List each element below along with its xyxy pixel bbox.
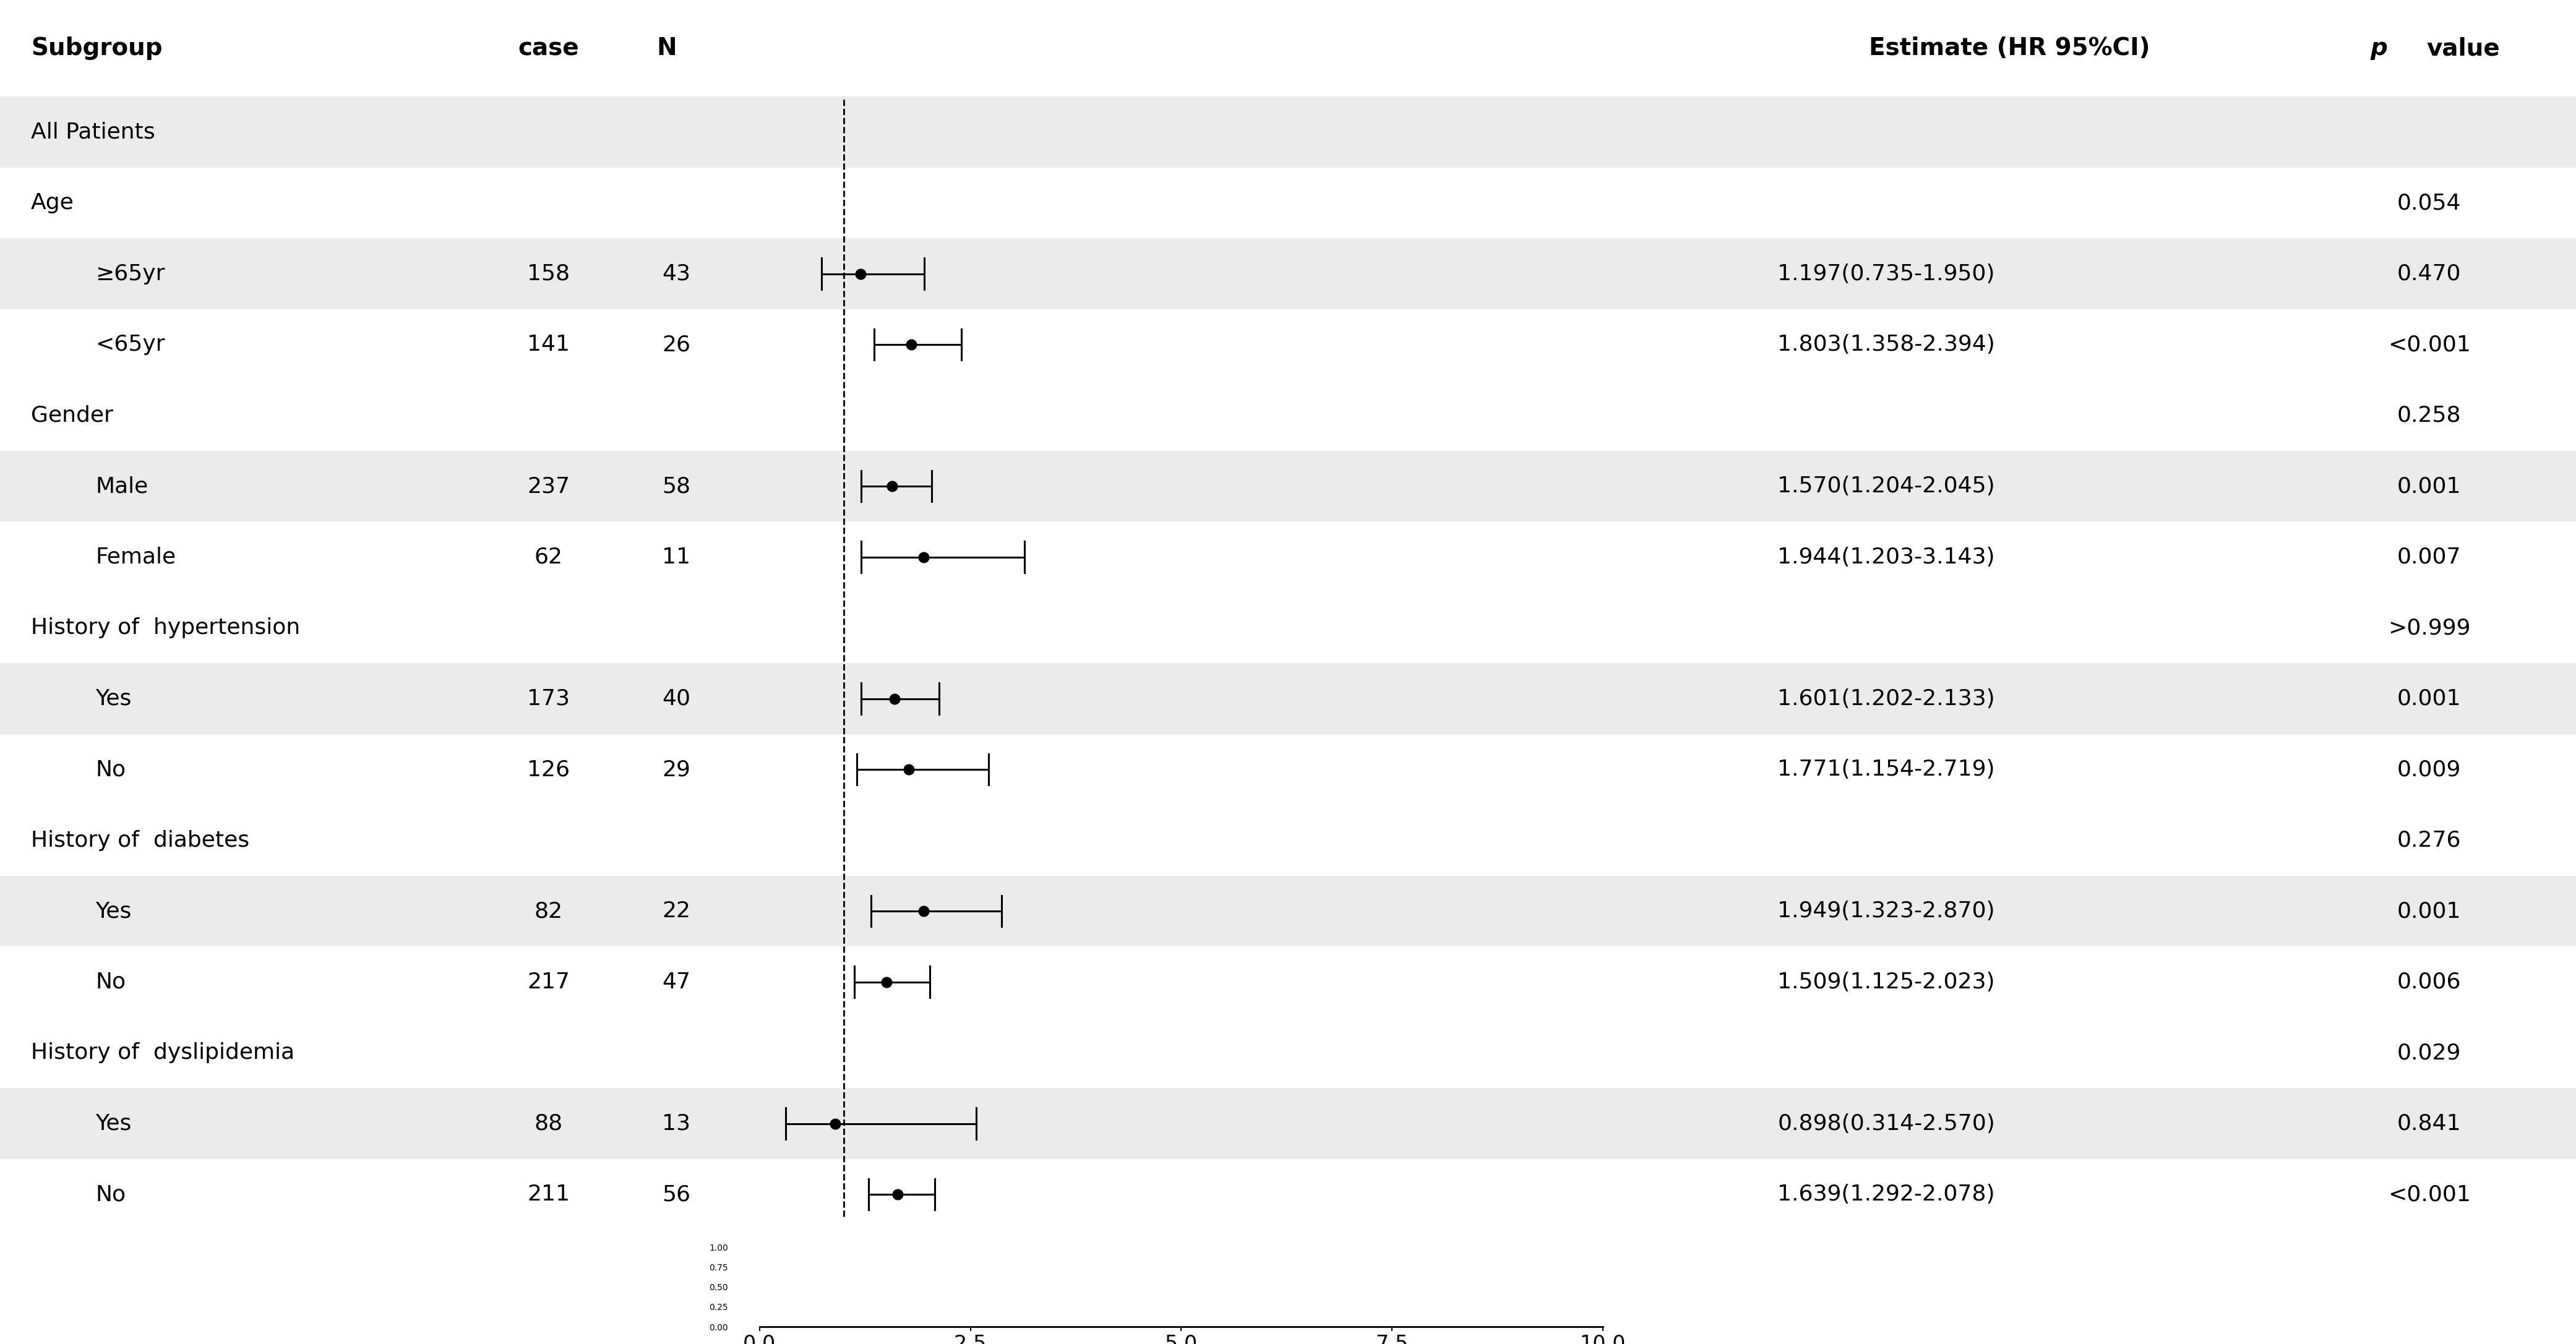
Text: All Patients: All Patients bbox=[31, 122, 155, 142]
Text: <0.001: <0.001 bbox=[2388, 1184, 2470, 1204]
Text: 237: 237 bbox=[528, 476, 569, 497]
Bar bbox=[0, 450, 2576, 521]
Text: 211: 211 bbox=[528, 1184, 569, 1204]
Text: No: No bbox=[95, 1184, 126, 1204]
Text: Yes: Yes bbox=[95, 900, 131, 922]
Text: 1.944(1.203-3.143): 1.944(1.203-3.143) bbox=[1777, 547, 1994, 567]
Text: 1.803(1.358-2.394): 1.803(1.358-2.394) bbox=[1777, 335, 1994, 355]
Bar bbox=[0, 664, 2576, 734]
Bar bbox=[0, 238, 2576, 309]
Text: 1.570(1.204-2.045): 1.570(1.204-2.045) bbox=[1777, 476, 1994, 497]
Text: 62: 62 bbox=[533, 547, 564, 567]
Text: 1.197(0.735-1.950): 1.197(0.735-1.950) bbox=[1777, 263, 1994, 285]
Text: 82: 82 bbox=[533, 900, 564, 922]
Text: 141: 141 bbox=[528, 335, 569, 355]
Text: 0.841: 0.841 bbox=[2398, 1113, 2460, 1134]
Text: 0.009: 0.009 bbox=[2398, 759, 2460, 780]
Text: 1.639(1.292-2.078): 1.639(1.292-2.078) bbox=[1777, 1184, 1994, 1204]
Text: History of  dyslipidemia: History of dyslipidemia bbox=[31, 1042, 294, 1063]
Text: 0.898(0.314-2.570): 0.898(0.314-2.570) bbox=[1777, 1113, 1994, 1134]
Text: N: N bbox=[657, 36, 677, 60]
Text: Female: Female bbox=[95, 547, 175, 567]
Text: 22: 22 bbox=[662, 900, 690, 922]
Text: 0.054: 0.054 bbox=[2398, 192, 2460, 214]
Text: >0.999: >0.999 bbox=[2388, 617, 2470, 638]
Text: 1.771(1.154-2.719): 1.771(1.154-2.719) bbox=[1777, 759, 1994, 780]
Text: 29: 29 bbox=[662, 759, 690, 780]
Text: Yes: Yes bbox=[95, 688, 131, 710]
Text: 1.949(1.323-2.870): 1.949(1.323-2.870) bbox=[1777, 900, 1994, 922]
Text: 0.258: 0.258 bbox=[2398, 405, 2460, 426]
Text: 40: 40 bbox=[662, 688, 690, 710]
Text: Age: Age bbox=[31, 192, 75, 214]
Text: 88: 88 bbox=[533, 1113, 564, 1134]
Text: 126: 126 bbox=[528, 759, 569, 780]
Text: 0.470: 0.470 bbox=[2398, 263, 2460, 285]
Text: 173: 173 bbox=[528, 688, 569, 710]
Text: value: value bbox=[2427, 36, 2501, 60]
Text: 0.001: 0.001 bbox=[2398, 688, 2460, 710]
Text: 0.001: 0.001 bbox=[2398, 476, 2460, 497]
Text: No: No bbox=[95, 759, 126, 780]
Text: 0.276: 0.276 bbox=[2398, 829, 2460, 851]
Text: 56: 56 bbox=[662, 1184, 690, 1204]
Text: 0.006: 0.006 bbox=[2398, 972, 2460, 992]
Text: Estimate (HR 95%CI): Estimate (HR 95%CI) bbox=[1868, 36, 2151, 60]
Text: case: case bbox=[518, 36, 580, 60]
Text: 43: 43 bbox=[662, 263, 690, 285]
Text: 11: 11 bbox=[662, 547, 690, 567]
Text: History of  hypertension: History of hypertension bbox=[31, 617, 301, 638]
Text: 1.509(1.125-2.023): 1.509(1.125-2.023) bbox=[1777, 972, 1994, 992]
Text: 0.007: 0.007 bbox=[2398, 547, 2460, 567]
Text: p: p bbox=[2370, 36, 2388, 60]
Text: 158: 158 bbox=[528, 263, 569, 285]
Text: 58: 58 bbox=[662, 476, 690, 497]
Text: History of  diabetes: History of diabetes bbox=[31, 829, 250, 851]
Text: 13: 13 bbox=[662, 1113, 690, 1134]
Text: 217: 217 bbox=[528, 972, 569, 992]
Text: ≥65yr: ≥65yr bbox=[95, 263, 165, 285]
Text: 0.029: 0.029 bbox=[2398, 1042, 2460, 1063]
Bar bbox=[0, 876, 2576, 946]
Text: 0.001: 0.001 bbox=[2398, 900, 2460, 922]
Bar bbox=[0, 1089, 2576, 1159]
Text: Male: Male bbox=[95, 476, 147, 497]
Text: 47: 47 bbox=[662, 972, 690, 992]
Text: <65yr: <65yr bbox=[95, 335, 165, 355]
Bar bbox=[0, 0, 2576, 97]
Text: Yes: Yes bbox=[95, 1113, 131, 1134]
Text: 26: 26 bbox=[662, 335, 690, 355]
Text: Gender: Gender bbox=[31, 405, 113, 426]
Text: Subgroup: Subgroup bbox=[31, 36, 162, 60]
Text: No: No bbox=[95, 972, 126, 992]
Text: 1.601(1.202-2.133): 1.601(1.202-2.133) bbox=[1777, 688, 1994, 710]
Text: <0.001: <0.001 bbox=[2388, 335, 2470, 355]
Bar bbox=[0, 97, 2576, 168]
